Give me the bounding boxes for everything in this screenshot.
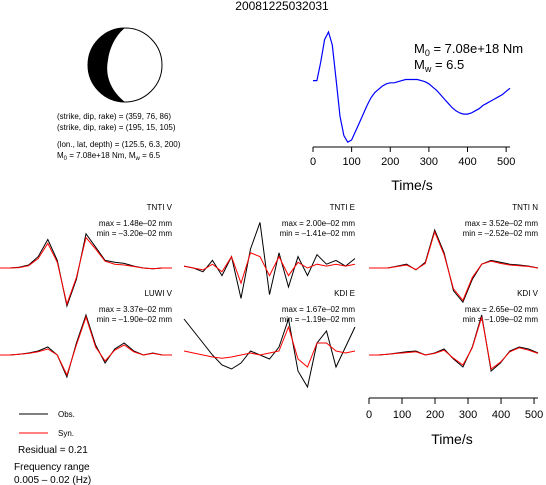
observed-trace: [0, 313, 172, 379]
legend-syn-label: Syn.: [58, 429, 74, 438]
observed-trace: [183, 222, 356, 299]
station-label: TNTI N: [512, 203, 538, 212]
wave-ticks: 0 100 200 300 400 500: [366, 398, 543, 421]
stf-tick-label: 0: [310, 156, 316, 168]
station-label: KDI V: [517, 289, 539, 298]
stf-tick-label: 500: [497, 156, 515, 168]
legend-obs-label: Obs.: [58, 410, 75, 419]
freq-range-value: 0.005 – 0.02 (Hz): [14, 475, 91, 485]
synthetic-trace: [0, 315, 172, 377]
plane1-text: (strike, dip, rake) = (359, 76, 86): [57, 112, 171, 121]
stf-tick-label: 300: [420, 156, 438, 168]
focal-mechanism-beachball: [87, 27, 163, 103]
station-min: min = –1.19e–02 mm: [280, 315, 356, 324]
wave-tick-label: 100: [393, 409, 411, 421]
station-max: max = 1.48e–02 mm: [99, 219, 172, 228]
synthetic-trace: [183, 325, 356, 368]
beachball-compressional-quadrant: [88, 28, 125, 102]
observed-trace: [183, 317, 356, 389]
station-min: min = –1.90e–02 mm: [97, 315, 173, 324]
wave-tick-label: 200: [426, 409, 444, 421]
station-max: max = 1.67e–02 mm: [282, 305, 355, 314]
station-min: min = –2.52e–02 mm: [463, 229, 539, 238]
station-min: min = –3.20e–02 mm: [97, 229, 173, 238]
stf-series-line: [313, 30, 511, 144]
station-label: LUWI V: [144, 289, 172, 298]
synthetic-trace: [183, 252, 356, 285]
location-text: (lon., lat, depth) = (125.5, 6.3, 200): [57, 140, 181, 149]
station-max: max = 2.65e–02 mm: [465, 305, 538, 314]
stf-tick-label: 200: [381, 156, 399, 168]
wave-tick-label: 400: [492, 409, 510, 421]
wave-tick-label: 0: [366, 409, 372, 421]
wave-tick-label: 300: [459, 409, 477, 421]
stf-xlabel: Time/s: [391, 177, 432, 193]
plane2-text: (strike, dip, rake) = (195, 15, 105): [57, 123, 176, 132]
station-min: min = –1.41e–02 mm: [280, 229, 356, 238]
freq-range-label: Frequency range: [14, 462, 90, 473]
stf-plot: 0 100 200 300 400 500 Time/s M0 = 7.08e+18 Nm…: [310, 30, 523, 193]
stf-tick-label: 100: [342, 156, 360, 168]
synthetic-trace: [369, 316, 539, 370]
synthetic-trace: [369, 230, 539, 302]
observed-trace: [369, 228, 539, 304]
wave-tick-label: 500: [525, 409, 543, 421]
synthetic-trace: [0, 236, 172, 306]
station-max: max = 2.00e–02 mm: [282, 219, 355, 228]
event-id-title: 20081225032031: [235, 0, 329, 13]
stf-mw-label: Mw = 6.5: [414, 57, 464, 74]
station-min: min = –1.09e–02 mm: [463, 315, 539, 324]
wave-xlabel: Time/s: [431, 431, 472, 447]
waveform-time-axis: 0 100 200 300 400 500 Time/s: [366, 397, 543, 447]
station-max: max = 3.52e–02 mm: [465, 219, 538, 228]
residual-text: Residual = 0.21: [18, 445, 88, 456]
stf-m0-label: M0 = 7.08e+18 Nm: [414, 41, 523, 58]
station-label: KDI E: [334, 289, 355, 298]
legend: Obs. Syn. Residual = 0.21 Frequency rang…: [14, 410, 91, 485]
stf-tick-label: 400: [458, 156, 476, 168]
station-label: TNTI V: [147, 203, 173, 212]
station-max: max = 3.37e–02 mm: [99, 305, 172, 314]
station-label: TNTI E: [330, 203, 355, 212]
stf-ticks: 0 100 200 300 400 500: [310, 147, 515, 168]
moment-text: M0 = 7.08e+18 Nm, Mw = 6.5: [57, 151, 161, 162]
